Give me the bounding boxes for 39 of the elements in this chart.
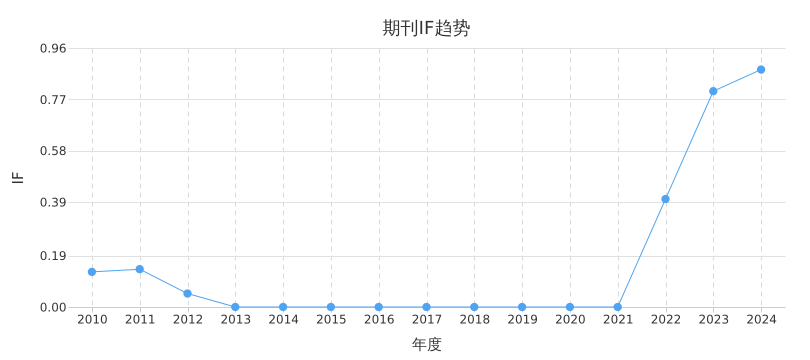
y-tick-label: 0.19 xyxy=(40,249,66,264)
point xyxy=(136,265,144,274)
x-tick-label: 2013 xyxy=(220,312,252,326)
y-axis-title: IF xyxy=(8,171,27,185)
y-tick-label: 0.58 xyxy=(40,144,66,158)
point xyxy=(326,302,336,312)
point xyxy=(614,302,622,312)
x-tick-label: 2023 xyxy=(698,312,730,326)
y-tick-label: 0.77 xyxy=(40,92,66,107)
x-axis-title: 年度 xyxy=(412,336,442,354)
x-tick-label: 2016 xyxy=(364,312,394,326)
x-tick-label: 2020 xyxy=(555,312,586,326)
x-tick-label: 2010 xyxy=(77,312,108,326)
point xyxy=(278,302,288,312)
y-tick-label: 0.00 xyxy=(40,300,66,314)
x-tick-label: 2024 xyxy=(746,312,777,326)
point xyxy=(422,302,431,312)
point xyxy=(756,65,766,74)
y-tick-label: 0.96 xyxy=(40,42,66,56)
x-tick-label: 2022 xyxy=(650,312,682,326)
point xyxy=(566,302,574,312)
x-tick-label: 2011 xyxy=(124,312,156,326)
x-tick-label: 2021 xyxy=(602,312,634,326)
x-tick-label: 2014 xyxy=(268,312,299,326)
point xyxy=(518,302,526,312)
point xyxy=(88,268,96,276)
point xyxy=(183,289,192,298)
point xyxy=(709,86,718,96)
x-tick-label: 2018 xyxy=(460,312,490,326)
x-tick-label: 2015 xyxy=(316,312,347,326)
x-tick-label: 2017 xyxy=(412,312,442,326)
point xyxy=(231,302,240,312)
point xyxy=(374,302,383,312)
chart-title: 期刊IF趋势 xyxy=(382,18,470,39)
x-tick-label: 2012 xyxy=(172,312,204,326)
y-tick-label: 0.39 xyxy=(40,195,66,210)
x-tick-label: 2019 xyxy=(507,312,538,326)
point xyxy=(470,302,478,312)
point xyxy=(661,194,670,204)
